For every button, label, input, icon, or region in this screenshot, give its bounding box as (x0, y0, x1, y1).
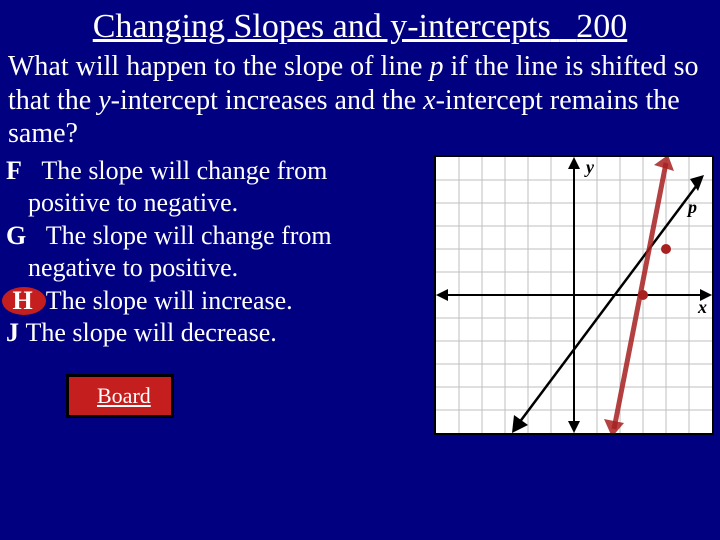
answer-H[interactable]: H The slope will increase. (6, 285, 428, 318)
question-italic-p: p (429, 51, 443, 82)
graph: y x p (434, 155, 714, 435)
board-button[interactable]: Board (66, 374, 174, 418)
answer-G-cont: negative to positive. (6, 252, 428, 285)
answer-text: The slope will change from (46, 221, 332, 250)
slide-title: Changing Slopes and y-intercepts 200 (0, 0, 720, 50)
y-axis-label: y (584, 157, 595, 177)
question-italic-y: y (98, 85, 110, 116)
graph-svg: y x p (436, 157, 712, 433)
question-part: What will happen to the slope of line (8, 51, 429, 82)
answers-block: F The slope will change from positive to… (6, 155, 428, 435)
answer-letter: H (13, 286, 33, 315)
answer-text: The slope will decrease. (26, 318, 277, 347)
question-text: What will happen to the slope of line p … (0, 50, 720, 151)
question-italic-x: x (423, 85, 435, 116)
answer-letter: J (6, 318, 19, 347)
answer-text: positive to negative. (28, 188, 238, 217)
answer-J[interactable]: J The slope will decrease. (6, 317, 428, 350)
answer-F-cont: positive to negative. (6, 187, 428, 220)
question-part: -intercept increases and the (111, 85, 424, 116)
title-score: 200 (576, 8, 627, 45)
answer-text: The slope will change from (41, 156, 327, 185)
answer-F[interactable]: F The slope will change from (6, 155, 428, 188)
line-p-label: p (686, 197, 697, 217)
answer-letter: F (6, 156, 22, 185)
point-xint (638, 290, 648, 300)
answer-text: The slope will increase. (46, 286, 293, 315)
answer-letter: G (6, 221, 26, 250)
line-p (516, 181, 700, 427)
answer-text: negative to positive. (28, 253, 238, 282)
answer-G[interactable]: G The slope will change from (6, 220, 428, 253)
point-on-p (661, 244, 671, 254)
title-text: Changing Slopes and y-intercepts (93, 8, 551, 45)
x-axis-label: x (697, 297, 707, 317)
